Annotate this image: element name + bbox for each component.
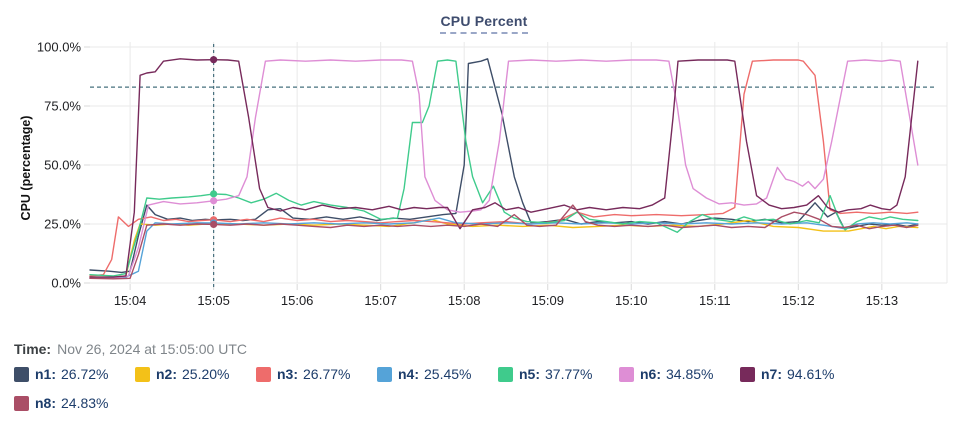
cpu-chart: 15:04 15:05 15:06 15:07 15:08 15:09 15:10 15:11… bbox=[19, 40, 948, 308]
cursor-marker-n5 bbox=[210, 190, 218, 198]
series-line-n4[interactable] bbox=[89, 217, 919, 279]
legend-value: 24.83% bbox=[61, 395, 109, 411]
legend-label: n4: bbox=[398, 366, 419, 382]
legend-label: n3: bbox=[277, 366, 298, 382]
series-line-n6[interactable] bbox=[89, 59, 919, 279]
legend-swatch-n4 bbox=[377, 366, 392, 382]
y-tick-label: 0.0% bbox=[51, 276, 81, 291]
legend-value: 34.85% bbox=[666, 366, 714, 382]
legend-label: n8: bbox=[35, 395, 56, 411]
chart-title[interactable]: CPU Percent bbox=[440, 13, 528, 34]
legend-swatch-n2 bbox=[135, 366, 150, 382]
time-label: Time: bbox=[14, 341, 52, 357]
cursor-marker-n7 bbox=[210, 56, 218, 64]
x-tick-label: 15:13 bbox=[866, 293, 899, 308]
legend-item-n5[interactable]: n5: 37.77% bbox=[498, 366, 619, 382]
x-tick-label: 15:07 bbox=[364, 293, 397, 308]
legend-value: 25.20% bbox=[182, 366, 230, 382]
legend-swatch-n1 bbox=[14, 366, 29, 382]
legend-label: n6: bbox=[640, 366, 661, 382]
x-tick-label: 15:04 bbox=[114, 293, 147, 308]
legend-swatch-n3 bbox=[256, 366, 271, 382]
x-tick-label: 15:05 bbox=[197, 293, 230, 308]
legend-swatch-n8 bbox=[14, 395, 29, 411]
legend-label: n5: bbox=[519, 366, 540, 382]
legend-value: 26.72% bbox=[61, 366, 109, 382]
legend-item-n2[interactable]: n2: 25.20% bbox=[135, 366, 256, 382]
legend-label: n1: bbox=[35, 366, 56, 382]
cursor-marker-n6 bbox=[210, 197, 218, 205]
legend-item-n3[interactable]: n3: 26.77% bbox=[256, 366, 377, 382]
legend-item-n7[interactable]: n7: 94.61% bbox=[740, 366, 861, 382]
legend-item-n6[interactable]: n6: 34.85% bbox=[619, 366, 740, 382]
series-line-n1[interactable] bbox=[89, 58, 919, 274]
legend-label: n7: bbox=[761, 366, 782, 382]
time-value: Nov 26, 2024 at 15:05:00 UTC bbox=[57, 341, 247, 357]
legend-item-n4[interactable]: n4: 25.45% bbox=[377, 366, 498, 382]
legend-item-n1[interactable]: n1: 26.72% bbox=[14, 366, 135, 382]
legend-value: 94.61% bbox=[787, 366, 835, 382]
y-axis-title: CPU (percentage) bbox=[19, 116, 33, 221]
cursor-time-row: Time: Nov 26, 2024 at 15:05:00 UTC bbox=[14, 341, 247, 357]
legend-item-n8[interactable]: n8: 24.83% bbox=[14, 395, 135, 411]
y-tick-label: 25.0% bbox=[44, 217, 81, 232]
legend-swatch-n6 bbox=[619, 366, 634, 382]
legend-value: 25.45% bbox=[424, 366, 472, 382]
x-tick-label: 15:10 bbox=[615, 293, 648, 308]
y-tick-label: 50.0% bbox=[44, 158, 81, 173]
x-tick-label: 15:11 bbox=[699, 293, 731, 308]
x-tick-label: 15:09 bbox=[531, 293, 564, 308]
y-tick-label: 75.0% bbox=[44, 99, 81, 114]
legend-swatch-n7 bbox=[740, 366, 755, 382]
legend-value: 37.77% bbox=[545, 366, 593, 382]
legend-value: 26.77% bbox=[303, 366, 351, 382]
x-tick-label: 15:06 bbox=[281, 293, 314, 308]
series-line-n7[interactable] bbox=[89, 58, 919, 278]
x-tick-label: 15:08 bbox=[448, 293, 481, 308]
y-tick-label: 100.0% bbox=[37, 40, 82, 55]
cursor-marker-n8 bbox=[210, 220, 218, 229]
legend-swatch-n5 bbox=[498, 366, 513, 382]
series-line-n8[interactable] bbox=[89, 204, 919, 280]
legend: n1: 26.72% n2: 25.20% n3: 26.77% n4: 25.… bbox=[14, 366, 894, 411]
legend-label: n2: bbox=[156, 366, 177, 382]
chart-title-wrap: CPU Percent bbox=[0, 13, 968, 34]
x-tick-label: 15:12 bbox=[782, 293, 815, 308]
